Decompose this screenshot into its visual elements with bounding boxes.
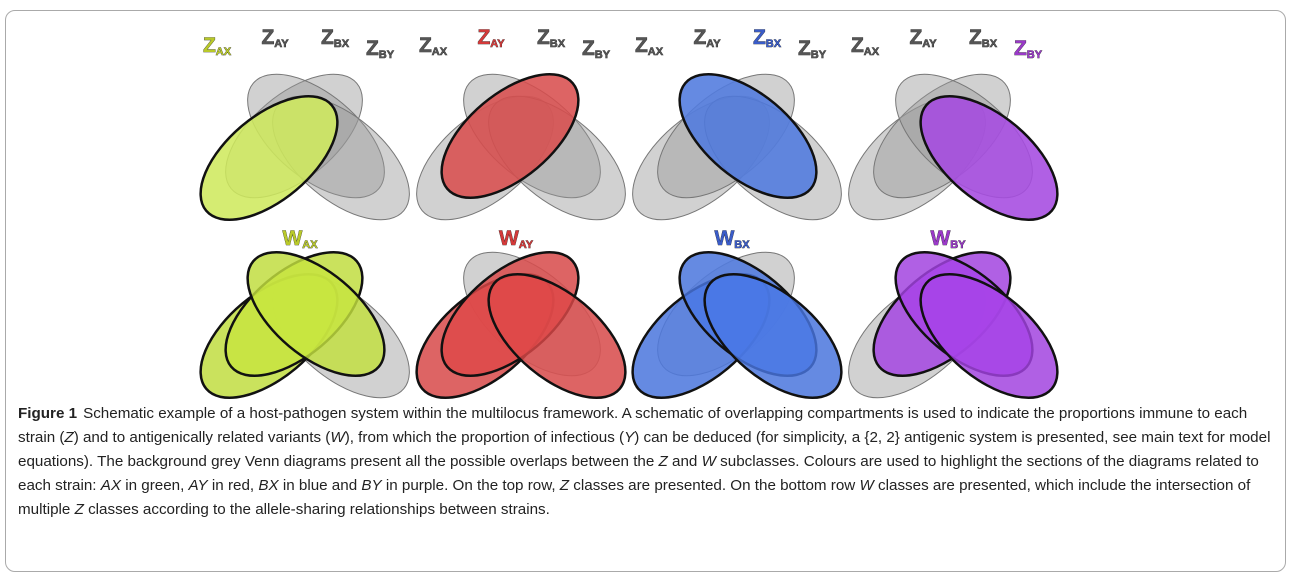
label-letter: Z [419,34,432,57]
set-label: ZBY [366,37,395,61]
caption-text: AX [101,477,121,494]
caption-text: classes are presented. On the bottom row [569,477,859,494]
caption-text: Z [75,501,84,518]
caption-text: W [859,477,873,494]
label-letter: Z [366,37,379,60]
set-label: ZAY [261,26,289,50]
label-subscript: AX [864,46,880,58]
set-label: ZAX [203,34,232,58]
caption-text: in red, [208,477,259,494]
set-label: ZAY [477,26,505,50]
caption-text: W [702,453,716,470]
label-letter: Z [203,34,216,57]
label-subscript: BY [811,49,827,61]
set-label: ZBY [798,37,827,61]
label-letter: Z [635,34,648,57]
label-letter: W [930,227,950,250]
set-label: WBY [930,227,966,251]
venn-diagram [611,229,863,400]
set-label: WBX [714,227,750,251]
venn-diagram [179,51,431,243]
venn-diagram [395,229,647,400]
label-subscript: BX [550,38,566,50]
label-subscript: BY [1027,49,1043,61]
set-label: ZAY [909,26,937,50]
caption-text: ), from which the proportion of infectio… [345,429,624,446]
caption-text: Y [624,429,634,446]
caption-text: in purple. On the top row, [382,477,560,494]
set-label: ZAX [851,34,880,58]
label-letter: Z [582,37,595,60]
caption-text: BX [258,477,278,494]
venn-diagram [827,51,1079,243]
label-letter: Z [969,26,982,49]
label-subscript: AY [490,38,505,50]
set-label: WAX [282,227,318,251]
label-letter: Z [261,26,274,49]
set-label: ZBY [582,37,611,61]
set-label: WAY [499,227,534,251]
caption-text: in green, [121,477,189,494]
set-label: ZAX [635,34,664,58]
set-label: ZBX [753,26,782,50]
caption-text: Z [560,477,569,494]
label-letter: Z [1014,37,1027,60]
caption-text: Z [659,453,668,470]
set-label: ZAX [419,34,448,58]
label-subscript: BX [734,239,750,251]
label-letter: Z [321,26,334,49]
label-subscript: BY [950,239,966,251]
label-letter: W [499,227,519,250]
venn-diagram [611,51,863,243]
label-subscript: AY [922,38,937,50]
label-letter: Z [798,37,811,60]
label-subscript: AY [706,38,721,50]
venn-diagram [827,229,1079,400]
label-subscript: AY [274,38,289,50]
label-letter: Z [477,26,490,49]
set-label: ZBX [969,26,998,50]
label-subscript: AX [432,46,448,58]
label-subscript: AX [302,239,318,251]
label-letter: Z [851,34,864,57]
set-label: ZBX [321,26,350,50]
venn-diagram [179,229,431,400]
label-subscript: BX [766,38,782,50]
label-subscript: AX [648,46,664,58]
label-subscript: BX [982,38,998,50]
label-subscript: BY [595,49,611,61]
caption-text: W [330,429,344,446]
label-subscript: BY [379,49,395,61]
caption-text: BY [361,477,381,494]
label-letter: W [282,227,302,250]
label-subscript: BX [334,38,350,50]
label-letter: Z [909,26,922,49]
caption-text: AY [189,477,208,494]
set-label: ZBY [1014,37,1043,61]
label-letter: Z [693,26,706,49]
caption-text: Z [64,429,73,446]
label-subscript: AY [519,239,534,251]
label-letter: Z [753,26,766,49]
venn-diagram [395,51,647,243]
caption-text: and [668,453,702,470]
caption-text: classes according to the allele-sharing … [84,501,550,518]
label-letter: Z [537,26,550,49]
set-label: ZBX [537,26,566,50]
label-subscript: AX [216,46,232,58]
caption-label: Figure 1 [18,405,77,422]
label-letter: W [714,227,734,250]
caption-text: ) and to antigenically related variants … [74,429,331,446]
caption-text: in blue and [279,477,362,494]
set-label: ZAY [693,26,721,50]
